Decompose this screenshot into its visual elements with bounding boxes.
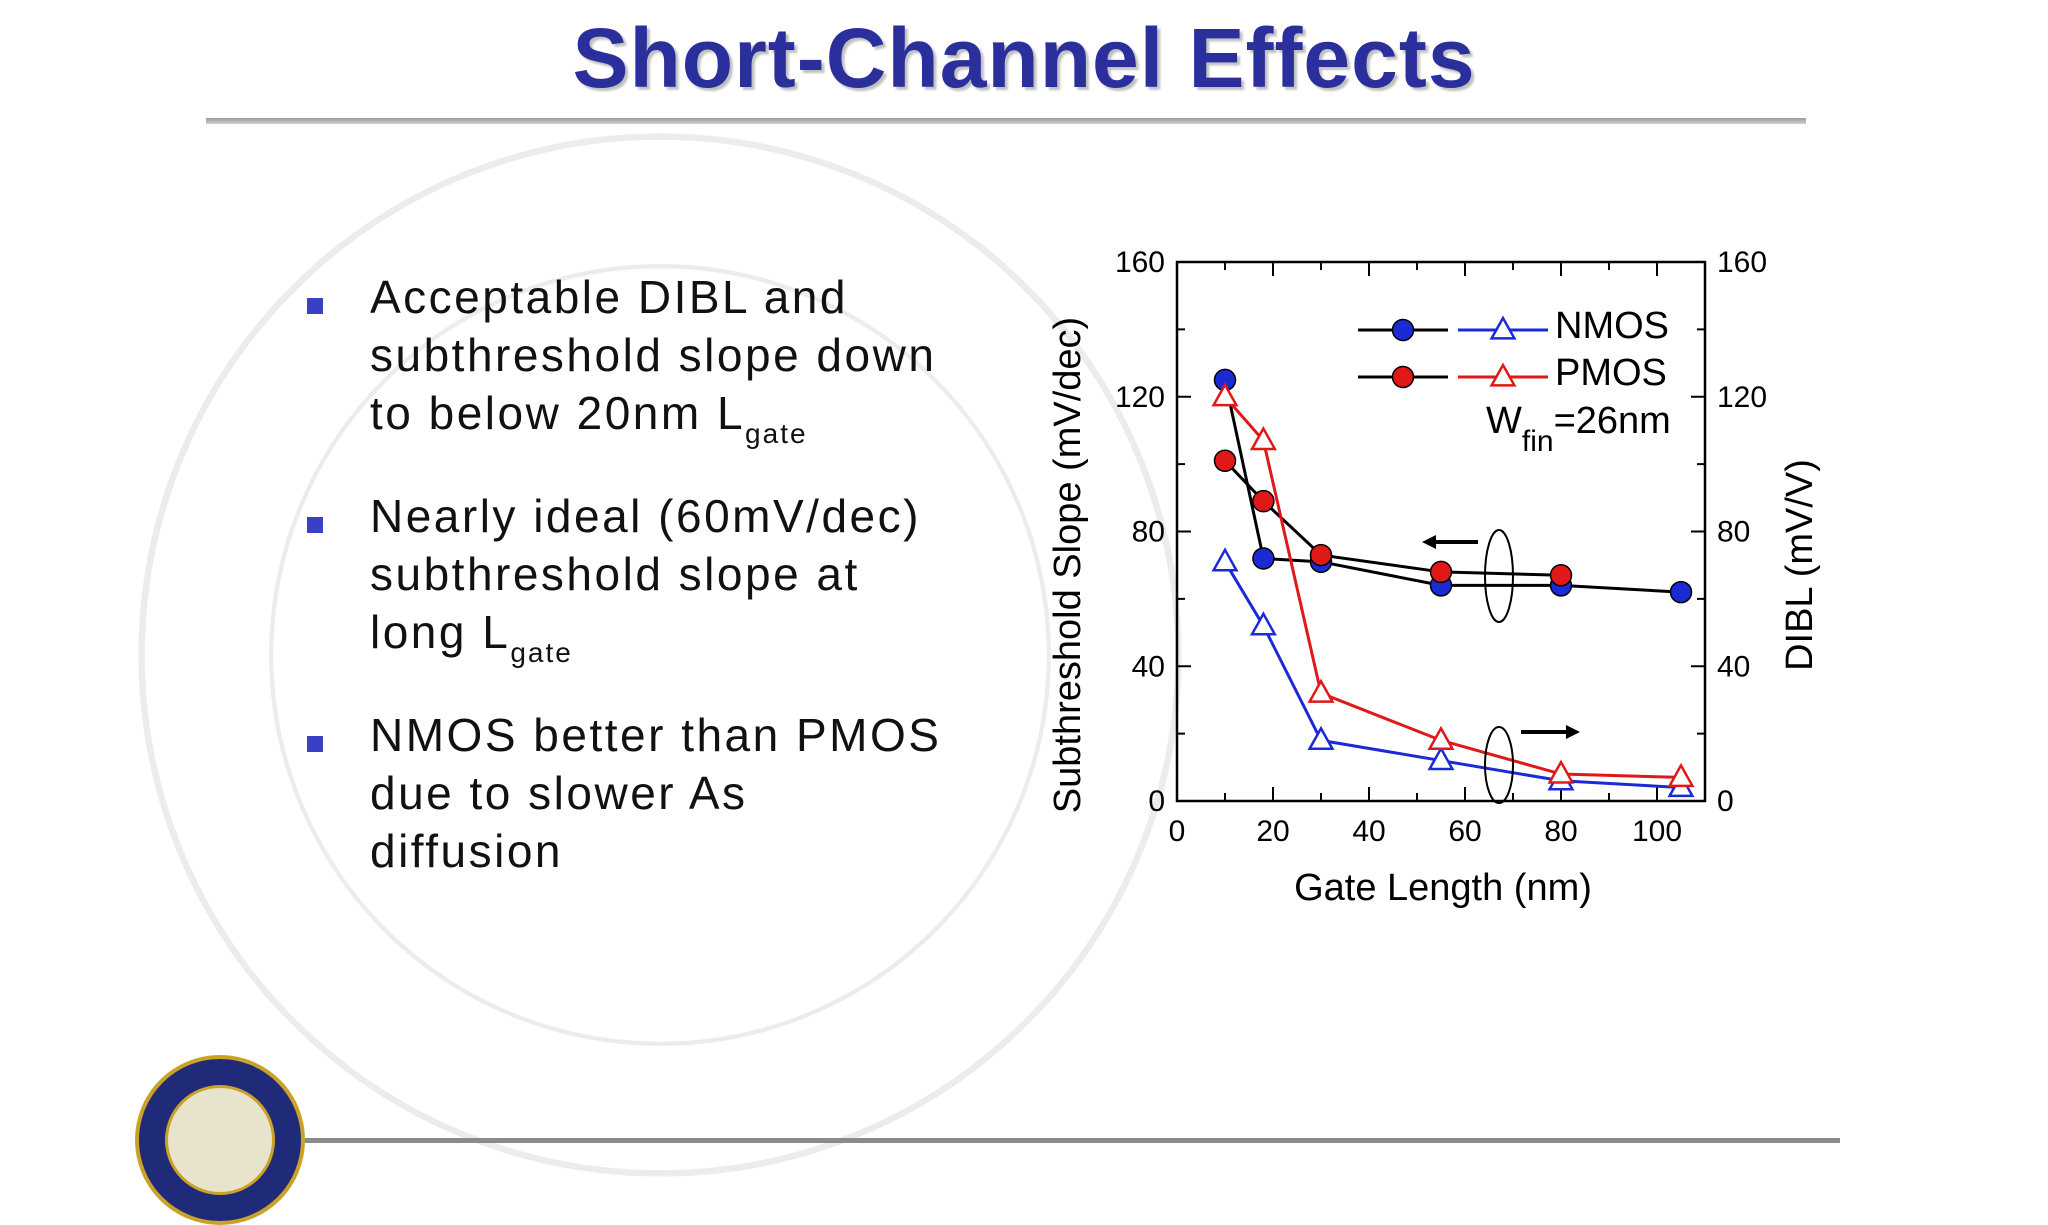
- y-tick-label-right: 80: [1717, 516, 1750, 549]
- subscript: gate: [510, 637, 573, 668]
- bullet-text: Acceptable DIBL and: [370, 271, 848, 323]
- y-tick-label-right: 40: [1717, 650, 1750, 683]
- bullet-square-icon: [307, 517, 323, 533]
- data-point-pmos-dibl: [1547, 759, 1575, 784]
- y-axis-right-title: DIBL (mV/V): [1779, 459, 1821, 671]
- title-divider: [206, 118, 1806, 124]
- x-tick-label: 60: [1448, 815, 1481, 848]
- bullet-item: NMOS better than PMOS due to slower As d…: [300, 706, 1060, 880]
- seal-center: [165, 1085, 275, 1195]
- bullet-text: Nearly ideal (60mV/dec): [370, 490, 921, 542]
- y-tick-label-left: 0: [1148, 785, 1165, 818]
- legend-marker-circle: [1391, 365, 1415, 389]
- legend-label-pmos: PMOS: [1555, 352, 1667, 394]
- bullet-item: Acceptable DIBL and subthreshold slope d…: [300, 268, 1060, 463]
- data-point-nmos-subthreshold-slope: [1669, 580, 1693, 604]
- bullet-text: due to slower As: [370, 767, 748, 819]
- dibl-group-ellipse: [1484, 726, 1514, 804]
- data-point-pmos-subthreshold-slope: [1429, 560, 1453, 584]
- data-point-nmos-subthreshold-slope: [1252, 547, 1275, 570]
- fin-width-annotation: Wfin=26nm: [1486, 400, 1671, 458]
- subscript: gate: [745, 418, 808, 449]
- bullet-item: Nearly ideal (60mV/dec) subthreshold slo…: [300, 487, 1060, 682]
- legend-marker-triangle: [1489, 315, 1517, 340]
- right-axis-arrowhead: [1566, 725, 1580, 739]
- y-tick-label-left: 80: [1132, 516, 1165, 549]
- y-tick-label-right: 160: [1717, 246, 1767, 279]
- data-point-pmos-subthreshold-slope: [1252, 489, 1275, 513]
- x-tick-label: 20: [1256, 815, 1289, 848]
- x-axis-title: Gate Length (nm): [1294, 867, 1592, 909]
- bullet-text: NMOS better than PMOS: [370, 709, 942, 761]
- bullet-text-main: to below 20nm L: [370, 387, 746, 439]
- data-point-pmos-subthreshold-slope: [1309, 543, 1333, 567]
- data-point-pmos-dibl: [1249, 425, 1277, 451]
- ss-group-ellipse: [1484, 529, 1514, 623]
- data-point-pmos-dibl: [1307, 678, 1335, 703]
- y-axis-left-title: Subthreshold Slope (mV/dec): [1047, 317, 1089, 813]
- bullet-text: subthreshold slope at: [370, 548, 860, 600]
- annotation-rest: =26nm: [1554, 400, 1671, 442]
- series-line-pmos-dibl: [1223, 395, 1682, 779]
- series-line-nmos-dibl: [1223, 561, 1682, 790]
- data-point-nmos-dibl: [1307, 725, 1335, 751]
- footer-divider: [300, 1138, 1840, 1143]
- bullet-text-main: long L: [370, 606, 511, 658]
- data-point-pmos-dibl: [1211, 382, 1239, 407]
- data-point-nmos-dibl: [1427, 746, 1455, 771]
- bullet-text: long Lgate: [370, 603, 1060, 682]
- data-point-nmos-dibl: [1249, 611, 1277, 636]
- x-tick-label: 80: [1544, 815, 1577, 848]
- bullet-text: subthreshold slope down: [370, 329, 937, 381]
- y-tick-label-right: 120: [1717, 381, 1767, 414]
- series-line-nmos-subthreshold-slope: [1223, 379, 1682, 594]
- annotation-main: W: [1486, 400, 1522, 442]
- x-tick-label: 0: [1169, 815, 1186, 848]
- left-axis-arrowhead: [1422, 535, 1436, 549]
- legend-marker-circle: [1391, 318, 1415, 342]
- legend-marker-triangle: [1489, 362, 1517, 387]
- x-tick-label: 100: [1632, 815, 1682, 848]
- legend-label-nmos: NMOS: [1555, 305, 1669, 347]
- data-point-pmos-dibl: [1667, 762, 1695, 788]
- y-tick-label-right: 0: [1717, 785, 1734, 818]
- bullet-square-icon: [307, 298, 323, 314]
- bullet-text: to below 20nm Lgate: [370, 384, 1060, 463]
- data-point-pmos-subthreshold-slope: [1549, 564, 1573, 587]
- university-seal-logo: [135, 1055, 305, 1225]
- slide-title: Short-Channel Effects: [572, 11, 1476, 105]
- x-tick-label: 40: [1352, 815, 1385, 848]
- bullet-square-icon: [307, 736, 323, 752]
- annotation-subscript: fin: [1522, 425, 1554, 458]
- y-tick-label-left: 40: [1132, 650, 1165, 683]
- bullet-list: Acceptable DIBL and subthreshold slope d…: [300, 268, 1060, 904]
- y-tick-label-left: 120: [1115, 381, 1165, 414]
- bullet-text: diffusion: [370, 825, 564, 877]
- data-point-nmos-dibl: [1211, 547, 1239, 572]
- data-point-pmos-dibl: [1427, 725, 1455, 751]
- y-tick-label-left: 160: [1115, 246, 1165, 279]
- data-point-pmos-subthreshold-slope: [1213, 449, 1237, 473]
